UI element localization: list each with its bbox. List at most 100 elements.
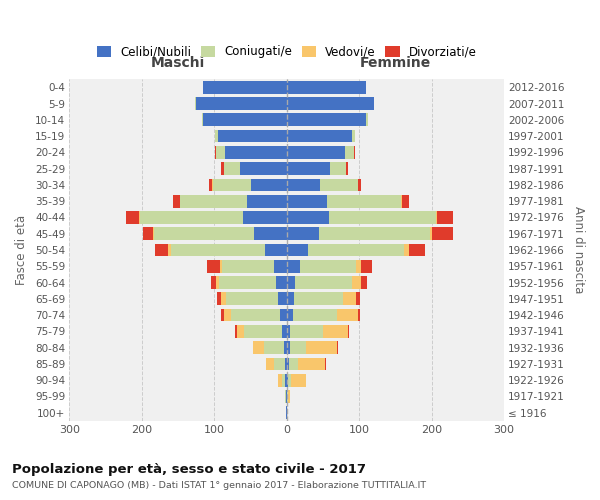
- Y-axis label: Fasce di età: Fasce di età: [15, 215, 28, 285]
- Bar: [287, 342, 290, 354]
- Bar: [284, 358, 287, 370]
- Bar: [244, 325, 281, 338]
- Bar: [254, 228, 287, 240]
- Bar: [217, 292, 221, 305]
- Bar: [337, 342, 338, 354]
- Bar: [218, 130, 287, 142]
- Bar: [235, 325, 238, 338]
- Bar: [358, 308, 360, 322]
- Bar: [286, 374, 287, 386]
- Bar: [284, 390, 286, 403]
- Bar: [287, 260, 300, 272]
- Bar: [345, 146, 354, 158]
- Legend: Celibi/Nubili, Coniugati/e, Vedovi/e, Divorziati/e: Celibi/Nubili, Coniugati/e, Vedovi/e, Di…: [92, 40, 482, 63]
- Bar: [287, 325, 290, 338]
- Bar: [294, 292, 343, 305]
- Bar: [221, 308, 224, 322]
- Bar: [220, 260, 221, 272]
- Bar: [247, 195, 287, 207]
- Bar: [278, 292, 287, 305]
- Bar: [287, 130, 352, 142]
- Bar: [143, 228, 152, 240]
- Bar: [126, 211, 139, 224]
- Bar: [287, 358, 289, 370]
- Bar: [152, 228, 154, 240]
- Bar: [325, 358, 326, 370]
- Bar: [221, 162, 224, 175]
- Bar: [401, 195, 402, 207]
- Text: Maschi: Maschi: [151, 56, 205, 70]
- Bar: [253, 342, 263, 354]
- Bar: [263, 342, 284, 354]
- Bar: [276, 276, 287, 289]
- Bar: [287, 195, 326, 207]
- Bar: [287, 146, 345, 158]
- Bar: [367, 114, 368, 126]
- Bar: [288, 374, 291, 386]
- Bar: [203, 114, 287, 126]
- Bar: [140, 211, 243, 224]
- Bar: [293, 308, 337, 322]
- Bar: [287, 114, 367, 126]
- Bar: [352, 276, 361, 289]
- Bar: [215, 146, 216, 158]
- Bar: [155, 244, 168, 256]
- Bar: [337, 308, 358, 322]
- Bar: [295, 276, 352, 289]
- Bar: [287, 228, 319, 240]
- Bar: [284, 342, 287, 354]
- Bar: [319, 228, 430, 240]
- Bar: [433, 228, 452, 240]
- Bar: [361, 276, 367, 289]
- Bar: [203, 81, 287, 94]
- Bar: [280, 308, 287, 322]
- Bar: [289, 358, 298, 370]
- Bar: [305, 374, 307, 386]
- Bar: [329, 211, 436, 224]
- Bar: [286, 390, 287, 403]
- Bar: [196, 97, 287, 110]
- Bar: [320, 178, 358, 192]
- Bar: [358, 178, 361, 192]
- Bar: [220, 276, 276, 289]
- Bar: [404, 244, 409, 256]
- Bar: [290, 342, 305, 354]
- Bar: [216, 146, 225, 158]
- Bar: [356, 292, 360, 305]
- Bar: [154, 228, 254, 240]
- Bar: [287, 162, 330, 175]
- Bar: [217, 276, 220, 289]
- Bar: [231, 308, 280, 322]
- Bar: [287, 308, 293, 322]
- Bar: [212, 178, 213, 192]
- Bar: [436, 211, 437, 224]
- Bar: [330, 162, 346, 175]
- Bar: [343, 292, 356, 305]
- Bar: [221, 292, 226, 305]
- Bar: [300, 260, 356, 272]
- Bar: [291, 374, 305, 386]
- Bar: [287, 292, 294, 305]
- Bar: [437, 211, 454, 224]
- Bar: [238, 325, 244, 338]
- Bar: [288, 390, 290, 403]
- Bar: [266, 358, 274, 370]
- Bar: [171, 244, 265, 256]
- Bar: [202, 114, 203, 126]
- Bar: [173, 195, 179, 207]
- Bar: [361, 260, 371, 272]
- Text: Popolazione per età, sesso e stato civile - 2017: Popolazione per età, sesso e stato civil…: [12, 462, 366, 475]
- Bar: [207, 260, 220, 272]
- Bar: [274, 358, 284, 370]
- Bar: [354, 146, 355, 158]
- Bar: [226, 292, 278, 305]
- Bar: [308, 244, 404, 256]
- Bar: [213, 178, 251, 192]
- Text: COMUNE DI CAPONAGO (MB) - Dati ISTAT 1° gennaio 2017 - Elaborazione TUTTITALIA.I: COMUNE DI CAPONAGO (MB) - Dati ISTAT 1° …: [12, 481, 426, 490]
- Bar: [281, 374, 286, 386]
- Bar: [352, 130, 355, 142]
- Bar: [286, 406, 287, 419]
- Bar: [243, 211, 287, 224]
- Bar: [430, 228, 433, 240]
- Bar: [225, 146, 287, 158]
